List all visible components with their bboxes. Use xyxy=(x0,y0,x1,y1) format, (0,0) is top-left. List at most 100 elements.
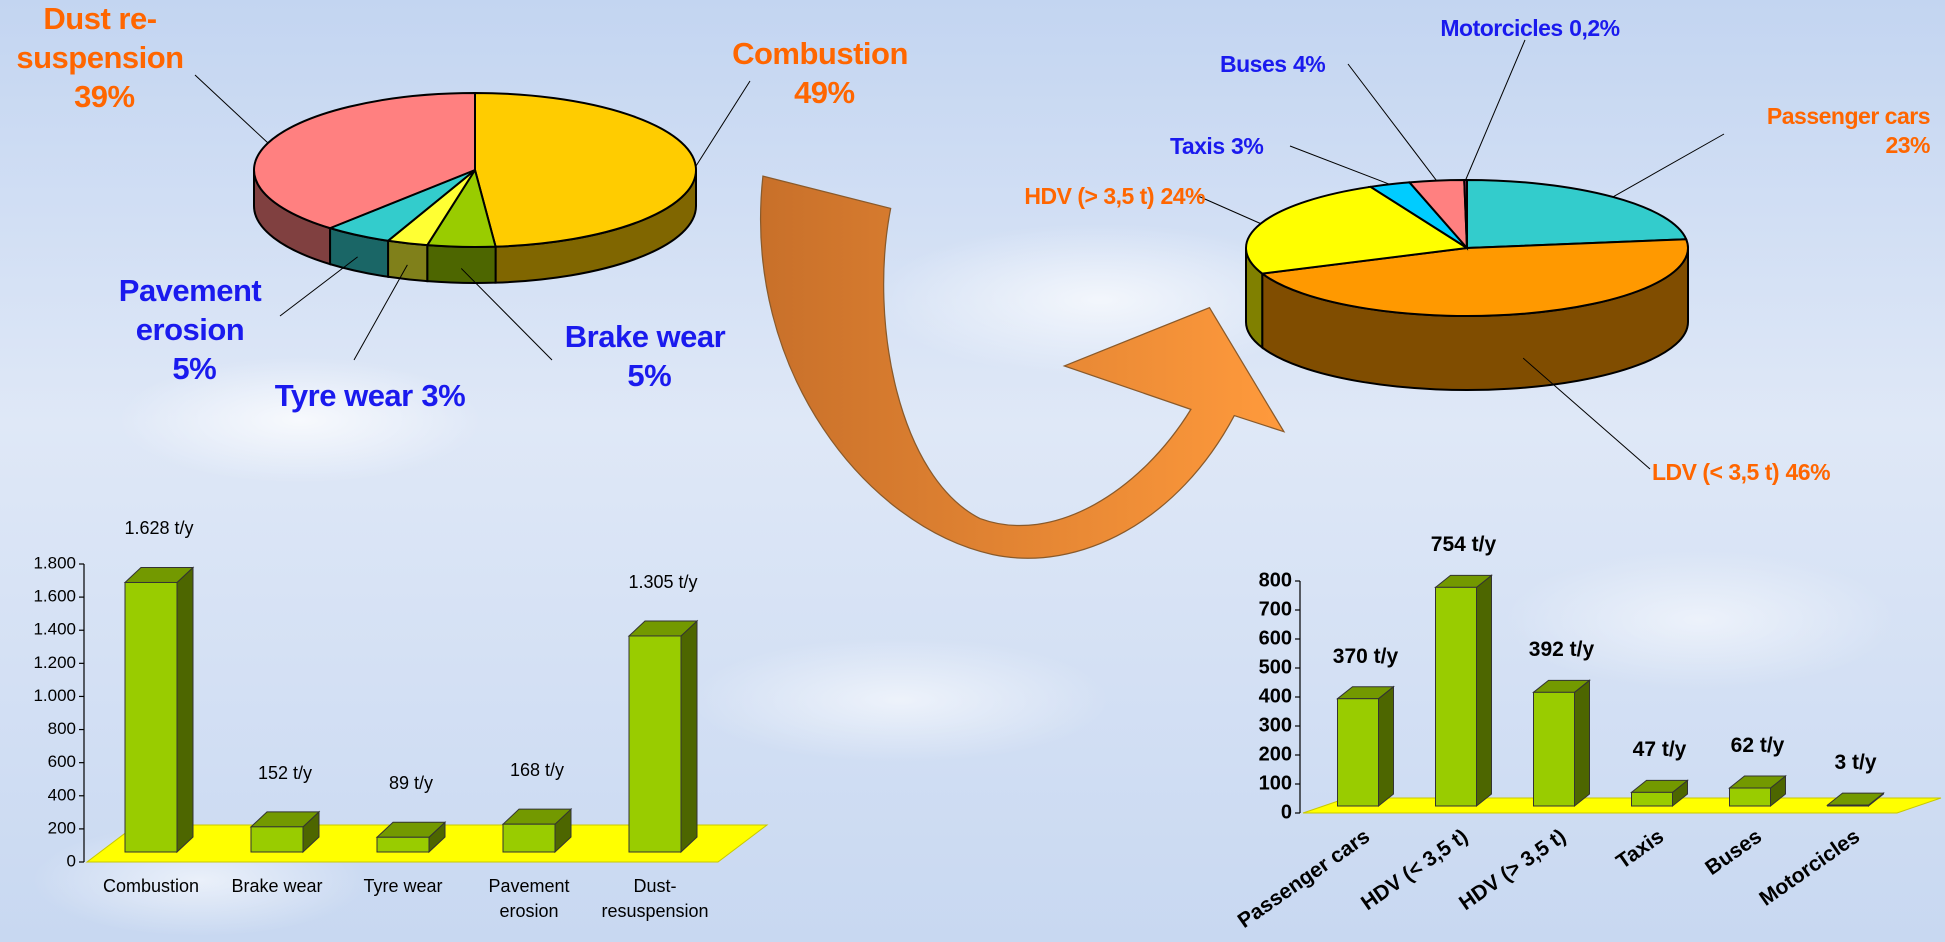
y-tick-label: 200 xyxy=(48,818,76,837)
value-label: 1.305 t/y xyxy=(628,572,697,593)
slice-name: LDV (< 3,5 t) xyxy=(1652,458,1779,487)
bar xyxy=(377,837,429,852)
bar xyxy=(629,636,681,852)
slice-name: Combustion xyxy=(732,35,908,74)
bar xyxy=(1632,792,1673,806)
leader-line xyxy=(1348,64,1437,181)
y-tick-label: 400 xyxy=(1259,685,1292,707)
bar xyxy=(1534,692,1575,806)
pie-1 xyxy=(1246,180,1688,390)
slice-value: 23% xyxy=(1885,131,1930,160)
slice-name: Tyre wear xyxy=(275,377,413,416)
pie-slice xyxy=(1467,180,1686,248)
slice-value: 3% xyxy=(1231,132,1263,161)
bar xyxy=(1730,788,1771,806)
bar-side xyxy=(1575,680,1590,806)
value-label: 370 t/y xyxy=(1333,645,1398,669)
bar xyxy=(1436,587,1477,806)
leader-line xyxy=(1466,40,1525,180)
x-tick-label: HDV (< 3,5 t) xyxy=(1357,825,1472,915)
y-tick-label: 800 xyxy=(48,719,76,738)
value-label: 47 t/y xyxy=(1633,738,1687,762)
slice-label: Pavement erosion5% xyxy=(90,272,290,388)
leader-line xyxy=(280,257,358,316)
slice-value: 3% xyxy=(421,377,465,416)
x-tick-label: Passenger cars xyxy=(1234,825,1374,933)
leader-line xyxy=(1198,196,1261,224)
x-tick-label: Combustion xyxy=(88,874,214,899)
y-tick-label: 700 xyxy=(1259,598,1292,620)
bar-side xyxy=(1477,575,1492,806)
bar xyxy=(503,824,555,852)
pie-0 xyxy=(254,93,696,283)
slice-name: Passenger cars xyxy=(1767,102,1930,131)
leader-line xyxy=(354,265,407,360)
slice-label: Brake wear5% xyxy=(550,318,740,396)
y-tick-label: 600 xyxy=(48,752,76,771)
x-tick-label: Buses xyxy=(1701,825,1766,880)
slice-label: Combustion49% xyxy=(720,35,920,113)
leader-line xyxy=(1613,134,1724,197)
x-tick-label: Pavement erosion xyxy=(466,874,592,924)
value-label: 152 t/y xyxy=(258,763,312,784)
value-label: 754 t/y xyxy=(1431,533,1496,557)
slice-value: 5% xyxy=(627,357,671,396)
x-tick-label: Dust-resuspension xyxy=(592,874,718,924)
slice-label: Dust re-suspension39% xyxy=(0,0,200,116)
x-tick-label: Brake wear xyxy=(214,874,340,899)
slide: 0 200 400 600 800 1.000 1.200 1.400 1.600 1.800 0 1… xyxy=(0,0,1945,942)
value-label: 89 t/y xyxy=(389,773,433,794)
value-label: 1.628 t/y xyxy=(124,518,193,539)
slice-name: Motorcicles xyxy=(1440,14,1562,43)
y-tick-label: 600 xyxy=(1259,627,1292,649)
x-tick-label: Taxis xyxy=(1612,825,1668,874)
slice-value: 24% xyxy=(1160,182,1205,211)
y-tick-label: 1.400 xyxy=(33,620,76,639)
y-tick-label: 0 xyxy=(67,851,76,870)
slice-name: HDV (> 3,5 t) xyxy=(1024,182,1154,211)
arrow-shape xyxy=(761,176,1284,558)
bar xyxy=(251,827,303,852)
leader-line xyxy=(1290,146,1390,184)
slice-side xyxy=(427,245,495,283)
y-tick-label: 400 xyxy=(48,785,76,804)
slice-name: Taxis xyxy=(1170,132,1225,161)
slice-label: LDV (< 3,5 t)46% xyxy=(1652,458,1922,487)
bar-side xyxy=(1379,687,1394,806)
x-tick-label: HDV (> 3,5 t) xyxy=(1455,825,1570,915)
bar xyxy=(1338,699,1379,806)
slice-name: Brake wear xyxy=(565,318,725,357)
slice-value: 49% xyxy=(794,74,855,113)
slice-label: HDV (> 3,5 t)24% xyxy=(975,182,1205,211)
bar-side xyxy=(177,567,193,852)
slice-value: 4% xyxy=(1293,50,1325,79)
x-tick-label: Tyre wear xyxy=(340,874,466,899)
slice-value: 46% xyxy=(1786,458,1831,487)
slice-value: 5% xyxy=(172,350,216,389)
y-tick-label: 1.200 xyxy=(33,653,76,672)
y-tick-label: 0 xyxy=(1281,801,1292,823)
bar xyxy=(1828,805,1869,806)
slice-value: 39% xyxy=(74,78,135,117)
y-tick-label: 100 xyxy=(1259,772,1292,794)
y-tick-label: 200 xyxy=(1259,743,1292,765)
value-label: 62 t/y xyxy=(1731,734,1785,758)
slice-name: Pavement erosion xyxy=(90,272,290,350)
y-tick-label: 1.800 xyxy=(33,553,76,572)
y-tick-label: 800 xyxy=(1259,569,1292,591)
value-label: 392 t/y xyxy=(1529,638,1594,662)
leader-line xyxy=(195,75,268,143)
slice-side xyxy=(388,241,427,281)
slice-name: Buses xyxy=(1220,50,1287,79)
y-tick-label: 500 xyxy=(1259,656,1292,678)
slice-value: 0,2% xyxy=(1569,14,1619,43)
slice-name: Dust re-suspension xyxy=(0,0,200,78)
y-tick-label: 1.600 xyxy=(33,587,76,606)
y-tick-label: 1.000 xyxy=(33,686,76,705)
value-label: 168 t/y xyxy=(510,760,564,781)
flow-arrow xyxy=(761,176,1284,558)
x-tick-label: Motorcicles xyxy=(1755,825,1864,911)
